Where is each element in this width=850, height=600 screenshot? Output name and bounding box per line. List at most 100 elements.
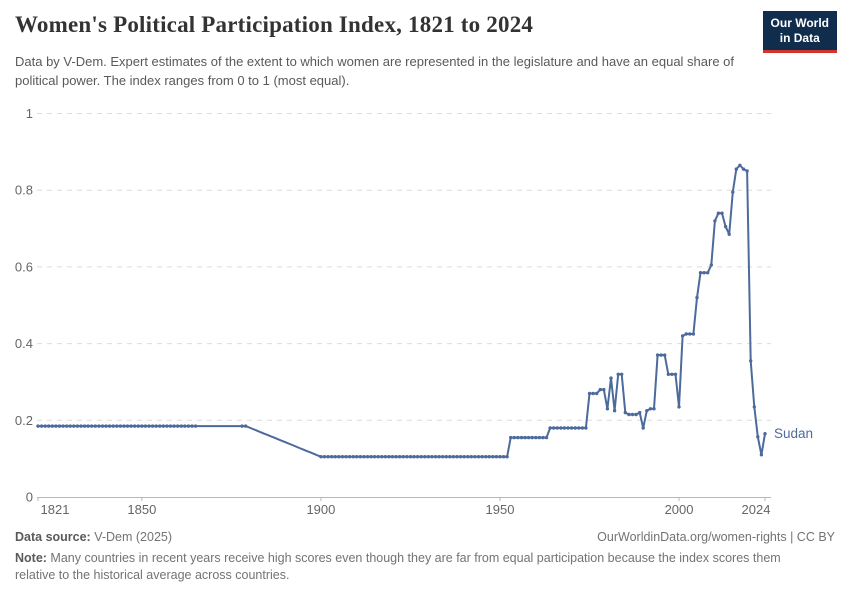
data-point-marker [716, 211, 721, 215]
data-point-marker [605, 407, 610, 411]
series-line-sudan [38, 164, 766, 458]
chart-footer: Data source: V-Dem (2025) OurWorldinData… [15, 530, 835, 584]
data-point-marker [666, 372, 670, 376]
data-point-marker [75, 424, 80, 428]
owid-logo-line1: Our World [770, 16, 829, 30]
data-point-marker [365, 455, 370, 459]
data-point-marker [494, 455, 499, 459]
y-tick-label: 0.8 [15, 183, 33, 198]
x-tick-label: 1950 [486, 502, 515, 517]
data-point-marker [544, 435, 549, 440]
data-point-marker [401, 455, 405, 459]
data-point-marker [706, 271, 710, 275]
data-point-marker [562, 426, 567, 430]
data-source-label: Data source: [15, 530, 91, 544]
data-point-marker [541, 435, 545, 440]
data-point-marker [759, 453, 764, 457]
data-point-marker [609, 376, 613, 380]
data-point-marker [111, 424, 115, 428]
data-point-marker [509, 435, 513, 440]
data-point-marker [462, 455, 466, 459]
data-point-marker [415, 455, 420, 459]
data-point-marker [369, 455, 373, 459]
data-point-marker [104, 424, 108, 428]
rights-link[interactable]: OurWorldinData.org/women-rights | CC BY [597, 530, 835, 544]
owid-logo[interactable]: Our World in Data [762, 11, 837, 53]
data-source-value: V-Dem (2025) [90, 530, 173, 544]
data-point-marker [161, 424, 165, 428]
data-point-marker [673, 372, 678, 376]
data-point-marker [176, 424, 180, 428]
x-tick-label: 1900 [306, 502, 335, 517]
data-point-marker [86, 424, 90, 428]
data-point-marker [115, 424, 119, 428]
data-point-marker [526, 435, 531, 440]
data-point-marker [136, 424, 140, 428]
data-point-marker [534, 435, 538, 440]
data-point-marker [179, 424, 183, 428]
chart-subtitle: Data by V-Dem. Expert estimates of the e… [15, 54, 735, 88]
x-tick-label: 2024 [742, 502, 771, 517]
data-point-marker [695, 295, 699, 300]
data-point-marker [638, 410, 642, 415]
data-point-marker [405, 455, 409, 459]
owid-logo-line2: in Data [779, 31, 820, 45]
data-point-marker [125, 424, 130, 428]
y-tick-label: 0.6 [15, 259, 33, 274]
data-point-marker [648, 407, 653, 411]
data-point-marker [43, 424, 47, 428]
data-point-marker [61, 424, 65, 428]
data-point-marker [659, 353, 663, 357]
data-point-marker [627, 412, 631, 417]
data-point-marker [587, 391, 592, 396]
data-point-marker [190, 424, 194, 428]
data-point-marker [469, 455, 473, 459]
data-point-marker [663, 353, 667, 357]
data-point-marker [591, 391, 595, 396]
data-point-marker [530, 435, 534, 440]
data-point-marker [39, 424, 44, 428]
data-point-marker [763, 432, 767, 436]
data-point-marker [519, 435, 524, 440]
x-tick-label: 2000 [665, 502, 694, 517]
data-point-marker [498, 455, 502, 459]
data-point-marker [347, 455, 352, 459]
data-point-marker [423, 455, 427, 459]
data-point-marker [698, 271, 703, 275]
data-point-marker [129, 424, 133, 428]
data-point-marker [476, 455, 481, 459]
data-point-marker [573, 426, 577, 430]
x-tick-label: 1850 [127, 502, 156, 517]
data-point-marker [408, 455, 413, 459]
data-point-marker [244, 424, 248, 428]
data-point-marker [702, 271, 706, 275]
data-point-marker [68, 424, 72, 428]
data-point-marker [333, 455, 337, 459]
data-point-marker [147, 424, 151, 428]
data-point-marker [372, 455, 377, 459]
data-point-marker [723, 224, 728, 229]
data-point-marker [555, 426, 559, 430]
data-point-marker [326, 455, 330, 459]
data-point-marker [65, 424, 69, 428]
data-point-marker [100, 424, 105, 428]
data-point-marker [122, 424, 126, 428]
data-point-marker [537, 435, 542, 440]
data-point-marker [602, 387, 606, 392]
data-point-marker [505, 455, 509, 459]
data-point-marker [566, 426, 570, 430]
data-point-marker [82, 424, 87, 428]
data-point-marker [419, 455, 423, 459]
data-point-marker [731, 190, 735, 194]
data-point-marker [358, 455, 362, 459]
data-point-marker [741, 167, 746, 171]
data-point-marker [487, 455, 491, 459]
chart-note-text: Many countries in recent years receive h… [15, 551, 781, 582]
data-point-marker [150, 424, 155, 428]
data-point-marker [50, 424, 54, 428]
data-point-marker [337, 455, 341, 459]
data-point-marker [330, 455, 334, 459]
data-point-marker [93, 424, 98, 428]
data-point-marker [437, 455, 441, 459]
